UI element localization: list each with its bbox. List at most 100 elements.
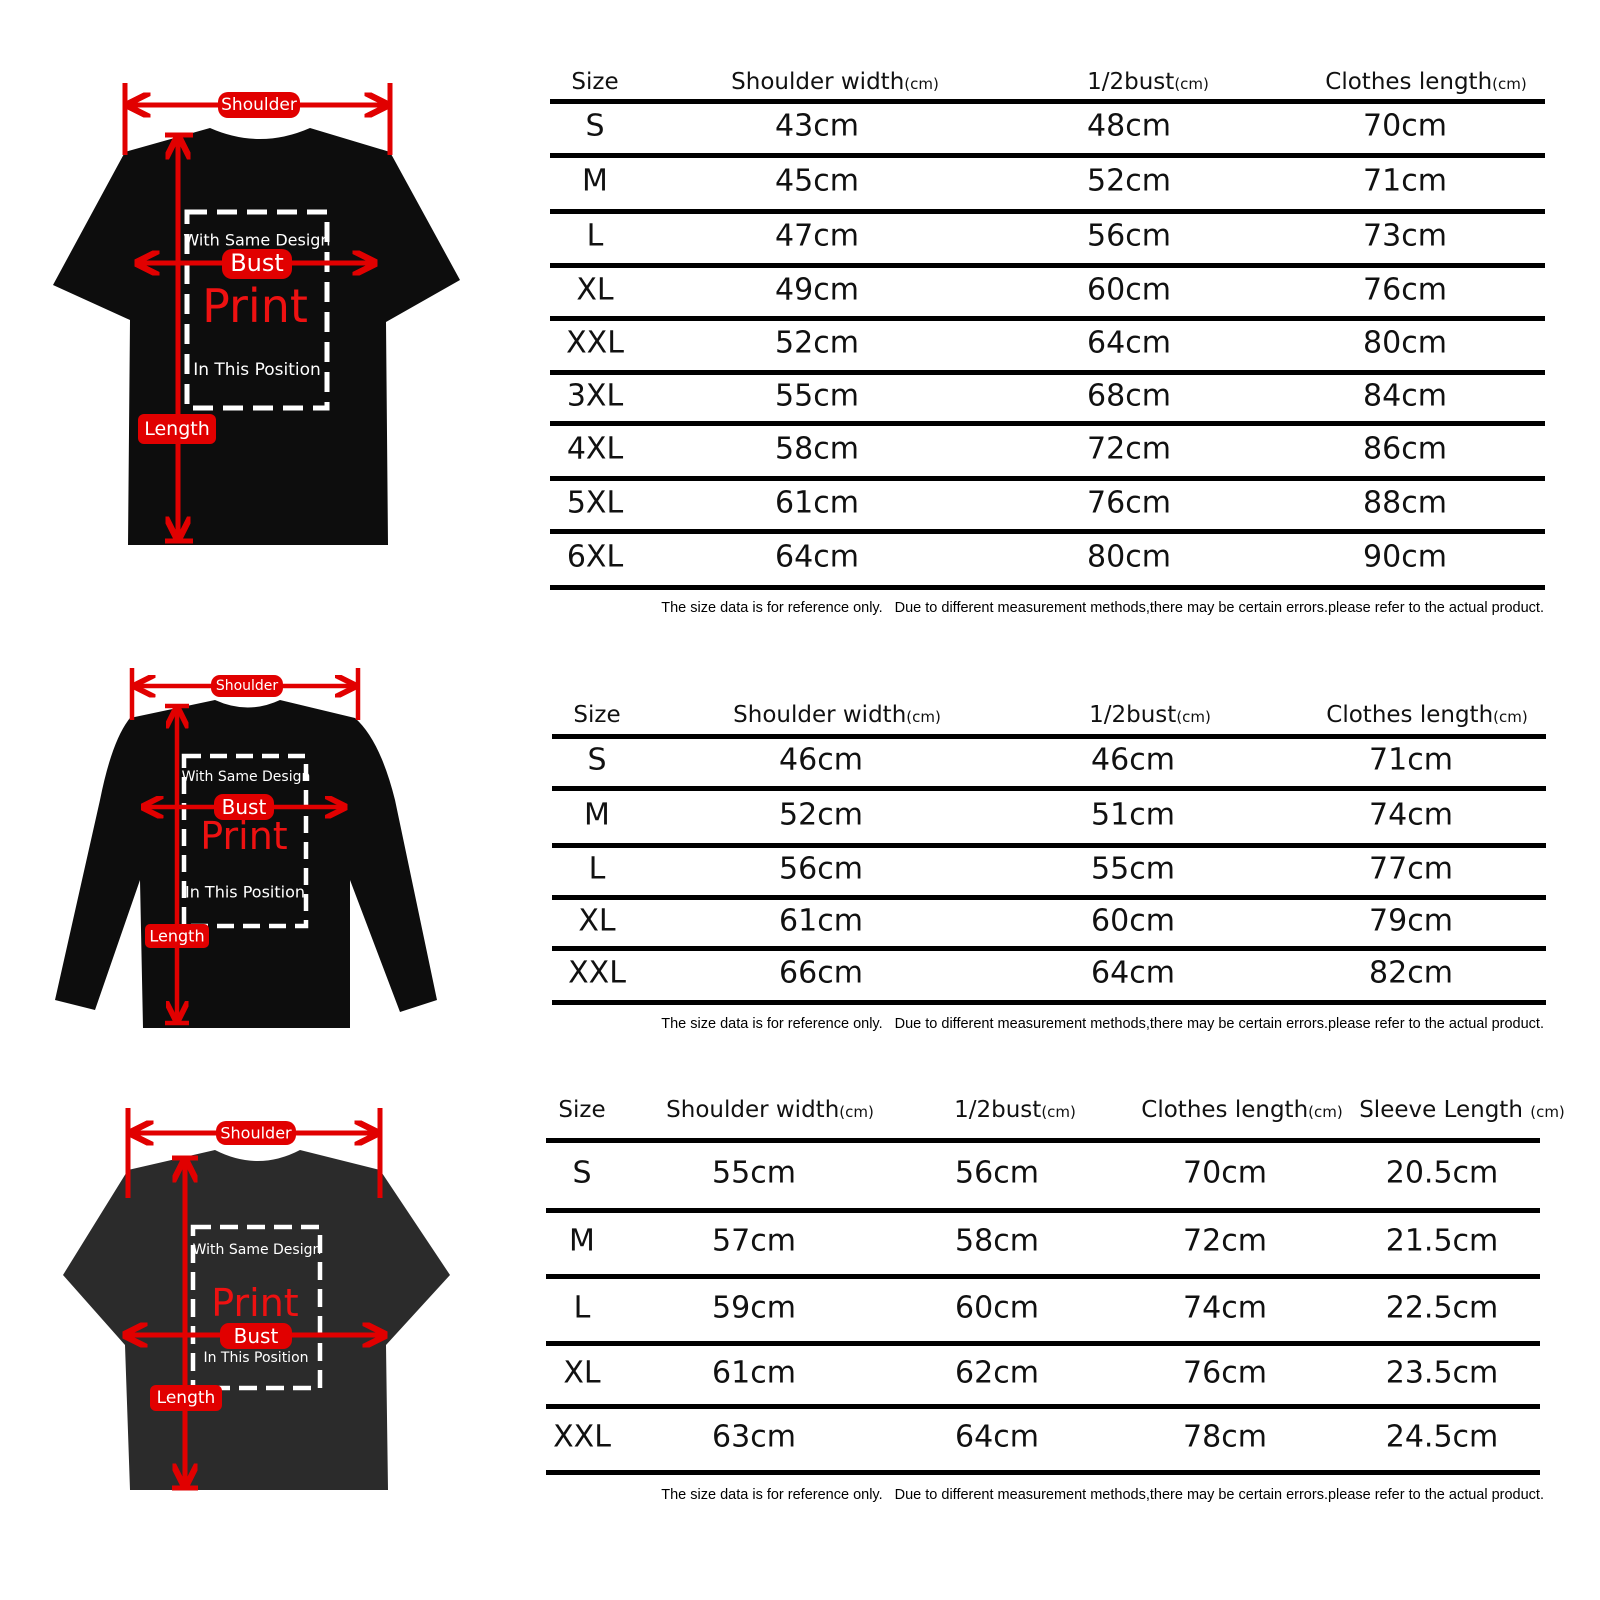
header-label: Clothes length bbox=[1141, 1097, 1309, 1123]
measurement-cell: 62cm bbox=[955, 1355, 1039, 1390]
size-cell: L bbox=[588, 851, 606, 887]
measurement-cell: 73cm bbox=[1363, 218, 1447, 254]
row-divider bbox=[552, 786, 1546, 791]
row-divider bbox=[552, 1000, 1546, 1005]
header-label: Sleeve Length bbox=[1359, 1097, 1531, 1123]
measurement-cell: 64cm bbox=[1087, 325, 1171, 361]
column-header: 1/2bust(cm) bbox=[954, 1097, 1076, 1123]
size-cell: 6XL bbox=[566, 539, 624, 575]
row-divider bbox=[552, 895, 1546, 900]
header-label: Size bbox=[573, 702, 621, 728]
header-label: 1/2bust bbox=[1087, 69, 1175, 95]
print-bottom-text: In This Position bbox=[203, 1350, 308, 1366]
size-cell: M bbox=[569, 1223, 595, 1259]
measurement-cell: 78cm bbox=[1183, 1419, 1267, 1455]
measurement-cell: 71cm bbox=[1363, 163, 1447, 199]
size-cell: XL bbox=[563, 1355, 601, 1390]
size-cell: M bbox=[582, 163, 608, 199]
column-header: 1/2bust(cm) bbox=[1089, 702, 1211, 728]
measurement-cell: 61cm bbox=[775, 485, 859, 520]
measurement-cell: 58cm bbox=[955, 1223, 1039, 1259]
reference-note: The size data is for reference only. Due … bbox=[661, 1487, 1544, 1503]
measurement-cell: 21.5cm bbox=[1385, 1223, 1499, 1259]
header-label: Shoulder width bbox=[666, 1097, 840, 1123]
row-divider bbox=[550, 263, 1545, 268]
measurement-cell: 46cm bbox=[779, 742, 863, 778]
measurement-cell: 60cm bbox=[955, 1290, 1039, 1325]
header-unit: (cm) bbox=[904, 75, 939, 93]
header-label: 1/2bust bbox=[1089, 702, 1177, 728]
measurement-cell: 55cm bbox=[712, 1155, 796, 1191]
header-unit: (cm) bbox=[906, 708, 941, 726]
header-unit: (cm) bbox=[1493, 708, 1528, 726]
print-bottom-text: In This Position bbox=[193, 360, 321, 380]
print-text: Print bbox=[211, 1281, 298, 1325]
shirt-body bbox=[55, 700, 437, 1028]
size-cell: S bbox=[585, 108, 605, 144]
row-divider bbox=[552, 946, 1546, 951]
note-text: The size data is for reference only. bbox=[661, 1016, 883, 1032]
size-cell: XXL bbox=[568, 955, 626, 991]
measurement-cell: 48cm bbox=[1087, 108, 1171, 144]
measurement-cell: 43cm bbox=[775, 108, 859, 144]
size-cell: 5XL bbox=[566, 485, 624, 520]
measurement-cell: 76cm bbox=[1183, 1355, 1267, 1390]
column-header: Shoulder width(cm) bbox=[731, 69, 939, 95]
measurement-cell: 76cm bbox=[1087, 485, 1171, 520]
header-label: Shoulder width bbox=[731, 69, 905, 95]
measurement-cell: 64cm bbox=[955, 1419, 1039, 1455]
row-divider bbox=[546, 1138, 1540, 1143]
column-header: Size bbox=[558, 1097, 605, 1123]
measurement-cell: 58cm bbox=[775, 431, 859, 466]
row-divider bbox=[550, 421, 1545, 426]
reference-note: The size data is for reference only. Due … bbox=[661, 1016, 1544, 1032]
measurement-cell: 64cm bbox=[1091, 955, 1175, 991]
measurement-cell: 70cm bbox=[1363, 108, 1447, 144]
shirt-diagrams: With Same Design Print In This Position … bbox=[53, 83, 460, 1491]
size-cell: L bbox=[586, 218, 604, 254]
row-divider bbox=[550, 316, 1545, 321]
measurement-cell: 56cm bbox=[779, 851, 863, 887]
row-divider bbox=[550, 209, 1545, 214]
measurement-cell: 77cm bbox=[1369, 851, 1453, 887]
row-divider bbox=[546, 1208, 1540, 1213]
measurement-cell: 84cm bbox=[1363, 378, 1447, 413]
row-divider bbox=[550, 585, 1545, 590]
shoulder-label: Shoulder bbox=[216, 678, 279, 694]
measurement-cell: 82cm bbox=[1369, 955, 1453, 991]
note-text: Due to different measurement methods,the… bbox=[894, 1487, 1544, 1503]
column-header: Sleeve Length (cm) bbox=[1359, 1097, 1565, 1123]
measurement-cell: 45cm bbox=[775, 163, 859, 199]
row-divider bbox=[552, 843, 1546, 848]
header-unit: (cm) bbox=[1174, 75, 1209, 93]
measurement-cell: 57cm bbox=[712, 1223, 796, 1259]
shoulder-label: Shoulder bbox=[220, 1124, 292, 1143]
measurement-cell: 52cm bbox=[1087, 163, 1171, 199]
size-cell: S bbox=[587, 742, 607, 778]
measurement-cell: 88cm bbox=[1363, 485, 1447, 520]
measurement-cell: 72cm bbox=[1183, 1223, 1267, 1259]
column-header: Size bbox=[571, 69, 618, 95]
header-label: Shoulder width bbox=[733, 702, 907, 728]
row-divider bbox=[546, 1341, 1540, 1346]
measurement-cell: 22.5cm bbox=[1385, 1290, 1499, 1325]
measurement-cell: 24.5cm bbox=[1385, 1419, 1499, 1455]
measurement-cell: 60cm bbox=[1091, 903, 1175, 938]
measurement-cell: 52cm bbox=[779, 797, 863, 832]
bust-label: Bust bbox=[234, 1324, 279, 1348]
size-cell: 4XL bbox=[566, 431, 624, 466]
size-cell: M bbox=[584, 797, 610, 832]
measurement-cell: 59cm bbox=[712, 1290, 796, 1325]
measurement-cell: 55cm bbox=[775, 378, 859, 413]
header-unit: (cm) bbox=[1041, 1103, 1076, 1121]
header-label: 1/2bust bbox=[954, 1097, 1042, 1123]
size-cell: XL bbox=[578, 903, 616, 938]
measurement-cell: 64cm bbox=[775, 539, 859, 575]
column-header: 1/2bust(cm) bbox=[1087, 69, 1209, 95]
measurement-cell: 56cm bbox=[955, 1155, 1039, 1191]
measurement-cell: 51cm bbox=[1091, 797, 1175, 832]
row-divider bbox=[546, 1404, 1540, 1409]
measurement-cell: 55cm bbox=[1091, 851, 1175, 887]
note-text: The size data is for reference only. bbox=[661, 600, 883, 616]
row-divider bbox=[552, 734, 1546, 739]
